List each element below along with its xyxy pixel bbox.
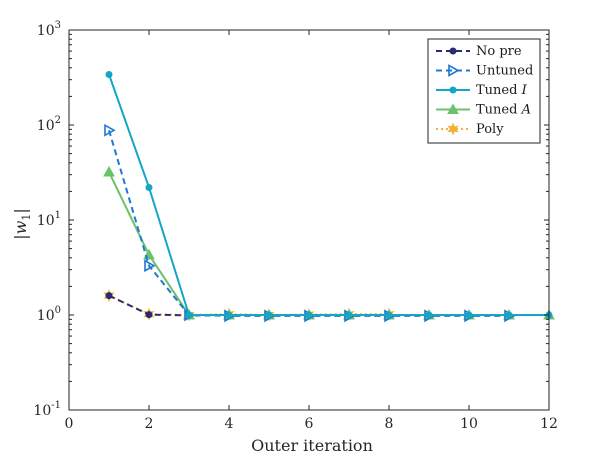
y-tick-label: 10-1 bbox=[33, 400, 61, 419]
x-tick-label: 0 bbox=[65, 416, 74, 432]
legend-item: Poly bbox=[436, 122, 504, 137]
series-line bbox=[108, 74, 549, 316]
data-point bbox=[345, 311, 353, 319]
legend: No pre Untuned Tuned I Tuned A Poly bbox=[427, 38, 541, 144]
data-point bbox=[185, 311, 193, 319]
legend-item: No pre bbox=[436, 44, 522, 59]
data-point bbox=[425, 311, 433, 319]
data-point bbox=[505, 311, 513, 319]
x-axis-label: Outer iteration bbox=[251, 436, 373, 455]
y-axis-label: |w1| bbox=[11, 208, 33, 239]
legend-label: No pre bbox=[476, 44, 522, 59]
legend-marker bbox=[448, 64, 460, 77]
data-point bbox=[225, 311, 233, 319]
axes-layer: 0 2 4 6 8 10 12 10-1 100 101 102 103 bbox=[33, 20, 557, 432]
data-point bbox=[145, 183, 153, 191]
data-point bbox=[144, 259, 156, 273]
legend-label: Poly bbox=[476, 122, 504, 137]
series-layer bbox=[103, 71, 555, 323]
x-tick-label: 6 bbox=[305, 416, 314, 432]
x-tick-label: 2 bbox=[145, 416, 154, 432]
data-point bbox=[105, 71, 113, 79]
x-tick-label: 8 bbox=[385, 416, 394, 432]
y-tick-label: 102 bbox=[37, 115, 61, 134]
legend-label: Tuned A bbox=[476, 103, 531, 118]
y-tick-label: 103 bbox=[37, 20, 61, 39]
y-tick-label: 101 bbox=[37, 210, 61, 229]
data-point bbox=[265, 311, 273, 319]
x-tick-label: 10 bbox=[460, 416, 478, 432]
x-tick-label: 4 bbox=[225, 416, 234, 432]
y-tick-label: 100 bbox=[37, 305, 61, 324]
x-tick-label: 12 bbox=[540, 416, 558, 432]
data-point bbox=[305, 311, 313, 319]
data-point bbox=[145, 311, 153, 319]
legend-label: Tuned I bbox=[476, 83, 528, 98]
legend-marker bbox=[447, 122, 459, 136]
legend-item: Tuned A bbox=[436, 103, 531, 118]
legend-marker bbox=[449, 86, 457, 94]
data-point bbox=[385, 311, 393, 319]
data-point bbox=[103, 165, 115, 177]
legend-label: Untuned bbox=[476, 64, 533, 79]
data-point bbox=[105, 292, 113, 300]
legend-item: Tuned I bbox=[436, 83, 528, 98]
data-point bbox=[465, 311, 473, 319]
legend-marker bbox=[447, 103, 459, 114]
legend-marker bbox=[449, 47, 457, 55]
data-point bbox=[104, 123, 116, 137]
legend-item: Untuned bbox=[436, 64, 533, 79]
